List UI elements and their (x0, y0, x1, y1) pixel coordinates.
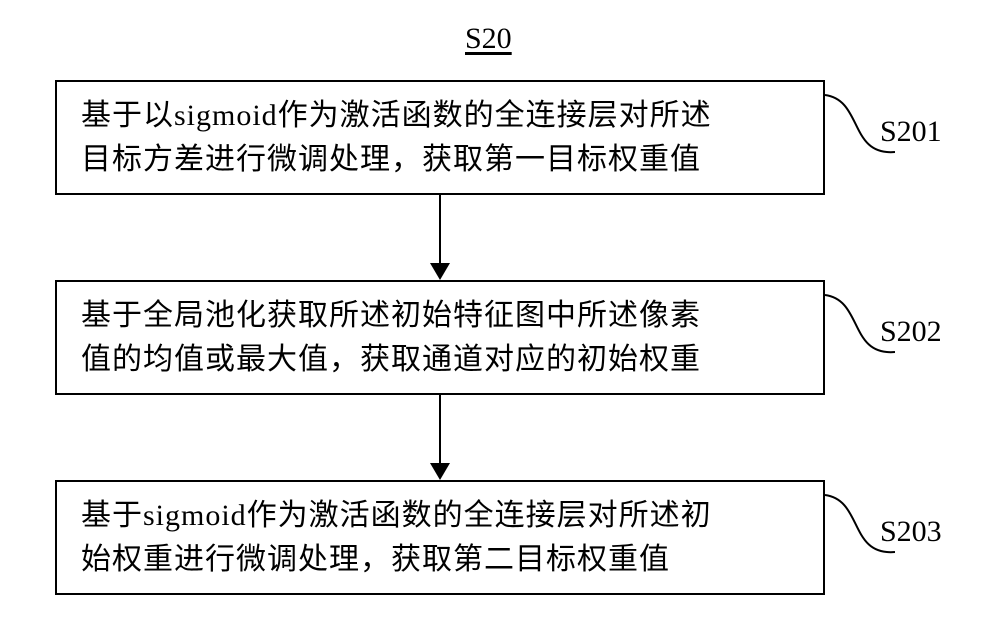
flow-node-s201: 基于以sigmoid作为激活函数的全连接层对所述 目标方差进行微调处理，获取第一… (55, 80, 825, 195)
arrow-s201-s202 (425, 195, 455, 280)
flow-node-line2: 值的均值或最大值，获取通道对应的初始权重 (81, 343, 701, 376)
flow-node-line1: 基于sigmoid作为激活函数的全连接层对所述初 (81, 499, 712, 532)
arrow-s202-s203 (425, 395, 455, 480)
arrow-head-icon (430, 463, 450, 480)
arrow-head-icon (430, 263, 450, 280)
flow-node-line2: 目标方差进行微调处理，获取第一目标权重值 (81, 143, 701, 176)
diagram-title: S20 (465, 22, 512, 56)
step-label-s202: S202 (880, 315, 942, 349)
flow-node-line1: 基于以sigmoid作为激活函数的全连接层对所述 (81, 99, 712, 132)
flowchart-canvas: S20 基于以sigmoid作为激活函数的全连接层对所述 目标方差进行微调处理，… (0, 0, 1000, 642)
flow-node-text: 基于sigmoid作为激活函数的全连接层对所述初 始权重进行微调处理，获取第二目… (81, 494, 799, 581)
flow-node-line2: 始权重进行微调处理，获取第二目标权重值 (81, 543, 670, 576)
flow-node-s203: 基于sigmoid作为激活函数的全连接层对所述初 始权重进行微调处理，获取第二目… (55, 480, 825, 595)
flow-node-text: 基于以sigmoid作为激活函数的全连接层对所述 目标方差进行微调处理，获取第一… (81, 94, 799, 181)
flow-node-line1: 基于全局池化获取所述初始特征图中所述像素 (81, 299, 701, 332)
flow-node-s202: 基于全局池化获取所述初始特征图中所述像素 值的均值或最大值，获取通道对应的初始权… (55, 280, 825, 395)
step-label-s203: S203 (880, 515, 942, 549)
flow-node-text: 基于全局池化获取所述初始特征图中所述像素 值的均值或最大值，获取通道对应的初始权… (81, 294, 799, 381)
step-label-s201: S201 (880, 115, 942, 149)
